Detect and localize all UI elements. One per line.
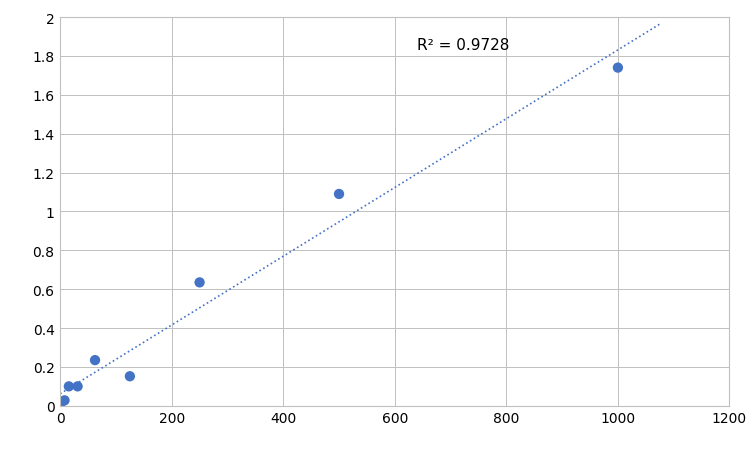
Point <box>54 402 66 409</box>
Point <box>193 279 205 286</box>
Point <box>71 383 83 390</box>
Point <box>333 191 345 198</box>
Point <box>59 397 71 404</box>
Point <box>89 357 101 364</box>
Text: R² = 0.9728: R² = 0.9728 <box>417 38 510 53</box>
Point <box>63 383 75 390</box>
Point <box>124 373 136 380</box>
Point <box>612 65 624 72</box>
